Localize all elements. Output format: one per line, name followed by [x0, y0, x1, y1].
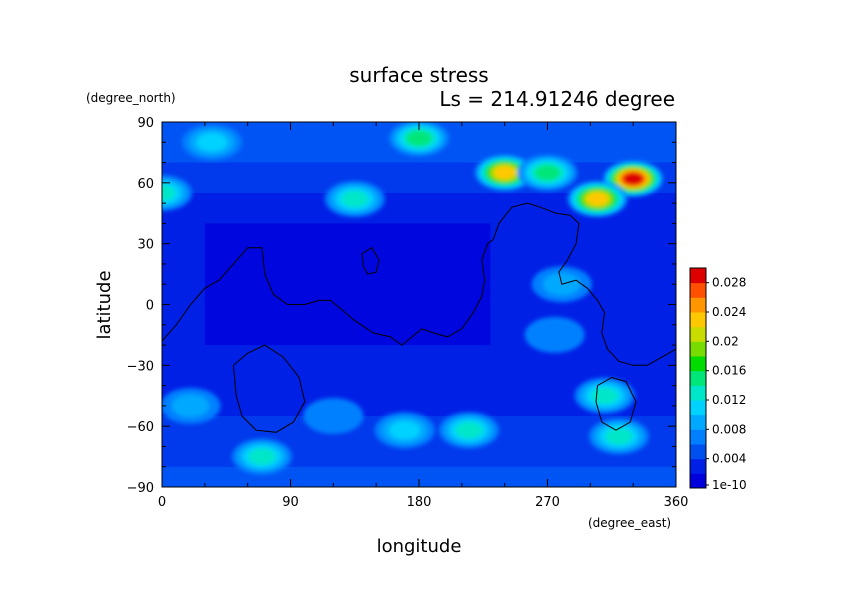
y-tick-label: 0	[146, 299, 154, 314]
contour-line	[361, 247, 380, 275]
colorbar-label: 0.008	[712, 422, 746, 436]
hotspot	[162, 387, 221, 424]
colorbar-label: 1e-10	[712, 478, 747, 492]
hotspot-level	[535, 165, 560, 181]
hotspot-level	[196, 132, 228, 152]
colorbar-swatch	[690, 268, 706, 284]
colorbar-swatch	[690, 400, 706, 416]
colorbar-swatch	[690, 326, 706, 342]
hotspot-level	[591, 387, 619, 404]
hotspot	[574, 377, 635, 414]
hotspot	[231, 438, 292, 475]
hotspot	[567, 181, 628, 218]
hotspot	[438, 412, 499, 449]
colorbar-swatch	[690, 312, 706, 328]
x-axis-title: longitude	[377, 536, 462, 557]
hotspot	[162, 174, 192, 211]
hotspot	[303, 398, 364, 435]
colorbar-swatch	[690, 444, 706, 460]
hotspot-level	[406, 130, 432, 146]
colorbar-swatch	[690, 385, 706, 401]
y-unit-label: (degree_north)	[86, 91, 176, 105]
colorbar-swatch	[690, 297, 706, 313]
contour-line	[595, 376, 637, 431]
hotspot-level	[623, 172, 644, 185]
hotspot-level	[389, 420, 421, 440]
chart-subtitle: Ls = 214.91246 degree	[439, 87, 675, 111]
y-tick-label: −60	[127, 420, 154, 435]
colorbar-label: 0.024	[712, 305, 746, 319]
colorbar-swatch	[690, 458, 706, 474]
hotspot-level	[248, 448, 276, 465]
colorbar-swatch	[690, 282, 706, 298]
x-tick-label: 360	[664, 495, 689, 510]
y-tick-label: −30	[127, 359, 154, 374]
hotspot	[324, 181, 385, 218]
hotspot-level	[494, 166, 516, 180]
colorbar-label: 0.016	[712, 364, 746, 378]
x-axis: 0 90 180 270 360	[158, 122, 689, 510]
x-tick-label: 180	[407, 495, 432, 510]
hotspot	[389, 122, 449, 157]
hotspot-level	[162, 184, 176, 202]
low-stress-region	[204, 223, 491, 346]
hotspot-level	[605, 428, 633, 445]
colorbar-label: 0.012	[712, 393, 746, 407]
y-tick-label: 60	[137, 177, 154, 192]
hotspot	[603, 160, 664, 197]
hotspot	[588, 418, 649, 455]
hotspot	[517, 154, 578, 191]
x-tick-label: 270	[535, 495, 560, 510]
x-tick-label: 0	[158, 495, 166, 510]
contour-line	[162, 202, 676, 366]
y-tick-label: 90	[137, 116, 154, 131]
hotspot-level	[341, 190, 369, 208]
y-axis: 90 60 30 0 −30 −60 −90	[127, 116, 676, 496]
y-tick-label: 30	[137, 238, 154, 253]
hotspot-level	[587, 192, 608, 206]
hotspot	[524, 316, 585, 353]
y-tick-label: −90	[127, 481, 154, 496]
colorbar-swatch	[690, 356, 706, 372]
colorbar: 1e-10 0.004 0.008 0.012 0.016 0.02 0.024 0.028	[689, 267, 747, 492]
hotspot-level	[455, 421, 483, 439]
hotspot	[181, 124, 242, 161]
colorbar-label: 0.02	[712, 334, 739, 348]
chart-title: surface stress	[349, 63, 488, 87]
hotspot	[474, 154, 535, 191]
colorbar-swatch	[690, 341, 706, 357]
plot-area	[162, 122, 676, 487]
contour-line	[232, 344, 306, 433]
hotspot-level	[303, 398, 364, 435]
colorbar-label: 0.028	[712, 276, 746, 290]
y-axis-title: latitude	[94, 270, 115, 339]
x-unit-label: (degree_east)	[588, 516, 671, 530]
colorbar-swatch	[690, 414, 706, 430]
colorbar-label: 0.004	[712, 452, 746, 466]
topography-contours	[162, 202, 676, 433]
hotspot-level	[171, 394, 210, 418]
colorbar-frame	[689, 267, 707, 489]
x-tick-label: 90	[282, 495, 299, 510]
colorbar-swatch	[690, 370, 706, 386]
hotspot-level	[524, 316, 585, 353]
hotspot	[374, 412, 435, 449]
colorbar-swatch	[690, 473, 706, 489]
colorbar-swatch	[690, 429, 706, 445]
